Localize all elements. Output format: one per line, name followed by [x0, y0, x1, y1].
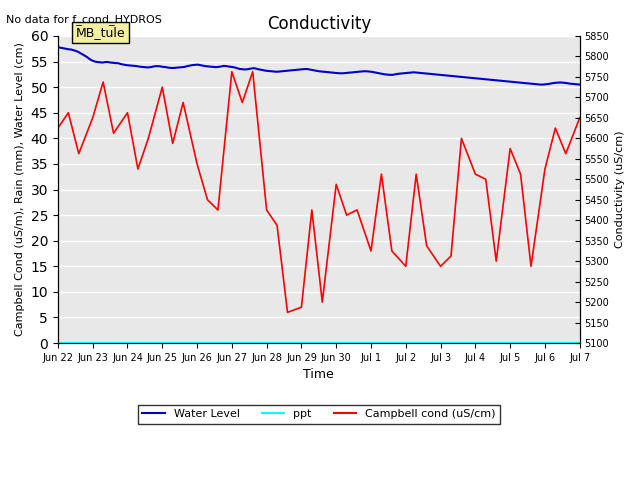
Y-axis label: Conductivity (uS/cm): Conductivity (uS/cm) [615, 131, 625, 248]
X-axis label: Time: Time [303, 368, 334, 381]
Title: Conductivity: Conductivity [267, 15, 371, 33]
Text: MB_tule: MB_tule [76, 26, 125, 39]
Text: No data for f_cond_HYDROS: No data for f_cond_HYDROS [6, 14, 163, 25]
Y-axis label: Campbell Cond (uS/m), Rain (mm), Water Level (cm): Campbell Cond (uS/m), Rain (mm), Water L… [15, 43, 25, 336]
Legend: Water Level, ppt, Campbell cond (uS/cm): Water Level, ppt, Campbell cond (uS/cm) [138, 405, 500, 423]
